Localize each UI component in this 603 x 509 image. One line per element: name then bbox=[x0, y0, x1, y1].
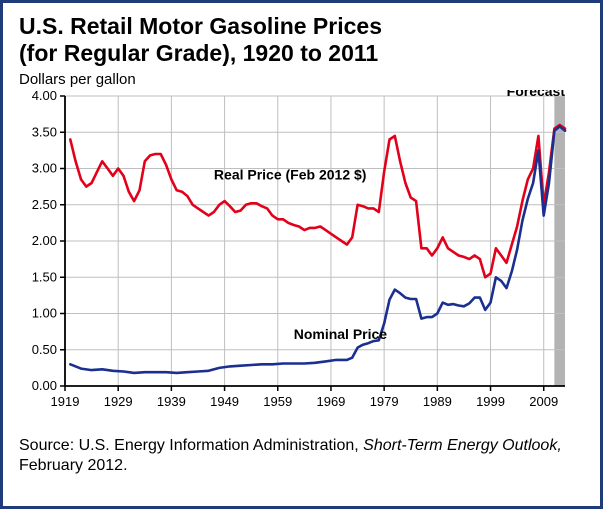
source-suffix: February 2012. bbox=[19, 457, 128, 474]
y-tick-label: 2.00 bbox=[32, 233, 57, 248]
series-label: Nominal Price bbox=[294, 326, 388, 342]
x-tick-label: 1939 bbox=[157, 394, 186, 409]
chart-card: U.S. Retail Motor Gasoline Prices (for R… bbox=[0, 0, 603, 509]
chart-area: 0.00 0.50 1.00 1.50 2.00 2.50 3.00 3.50 4.00 1919… bbox=[17, 90, 577, 430]
source-italic: Short-Term Energy Outlook, bbox=[363, 437, 562, 454]
y-tick-label: 0.50 bbox=[32, 342, 57, 357]
x-tick-label: 1919 bbox=[51, 394, 80, 409]
title-line-1: U.S. Retail Motor Gasoline Prices bbox=[19, 13, 382, 39]
series-label: Real Price (Feb 2012 $) bbox=[214, 167, 367, 183]
x-tick-label: 1989 bbox=[423, 394, 452, 409]
source-caption: Source: U.S. Energy Information Administ… bbox=[19, 436, 584, 476]
y-tick-label: 2.50 bbox=[32, 197, 57, 212]
x-tick-label: 1969 bbox=[316, 394, 345, 409]
y-tick-label: 3.00 bbox=[32, 161, 57, 176]
title-line-2: (for Regular Grade), 1920 to 2011 bbox=[19, 40, 378, 66]
x-tick-label: 1979 bbox=[370, 394, 399, 409]
x-tick-label: 1959 bbox=[263, 394, 292, 409]
forecast-label: Forecast bbox=[507, 90, 566, 99]
x-tick-label: 2009 bbox=[529, 394, 558, 409]
line-chart: 0.00 0.50 1.00 1.50 2.00 2.50 3.00 3.50 4.00 1919… bbox=[17, 90, 577, 430]
x-tick-label: 1949 bbox=[210, 394, 239, 409]
chart-title: U.S. Retail Motor Gasoline Prices (for R… bbox=[19, 13, 586, 67]
y-tick-label: 3.50 bbox=[32, 125, 57, 140]
source-prefix: Source: U.S. Energy Information Administ… bbox=[19, 437, 363, 454]
y-tick-label: 0.00 bbox=[32, 378, 57, 393]
x-tick-label: 1999 bbox=[476, 394, 505, 409]
y-tick-label: 1.50 bbox=[32, 270, 57, 285]
y-tick-label: 4.00 bbox=[32, 90, 57, 103]
x-tick-label: 1929 bbox=[104, 394, 133, 409]
y-tick-label: 1.00 bbox=[32, 306, 57, 321]
y-axis-label: Dollars per gallon bbox=[19, 71, 586, 88]
